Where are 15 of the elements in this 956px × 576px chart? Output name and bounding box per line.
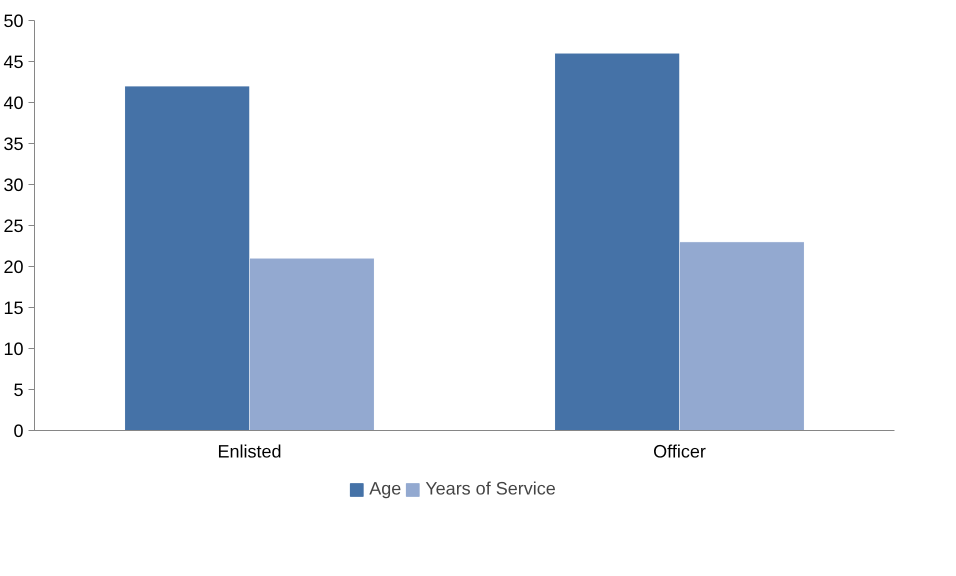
y-tick-label: 50 [3, 11, 24, 31]
x-tick-label: Enlisted [217, 442, 282, 462]
y-tick-label: 15 [3, 298, 24, 318]
legend-label: Age [369, 478, 402, 500]
legend-label: Years of Service [425, 478, 556, 500]
y-tick-label: 20 [3, 257, 24, 277]
y-tick-label: 40 [3, 93, 24, 113]
y-tick-label: 10 [3, 339, 24, 359]
y-tick-label: 35 [3, 134, 24, 154]
y-tick-label: 25 [3, 216, 24, 236]
y-tick-label: 5 [13, 380, 24, 400]
y-tick-label: 45 [3, 52, 24, 72]
y-tick-label: 0 [13, 421, 24, 441]
x-tick-label: Officer [653, 442, 706, 462]
y-tick-label: 30 [3, 175, 24, 195]
